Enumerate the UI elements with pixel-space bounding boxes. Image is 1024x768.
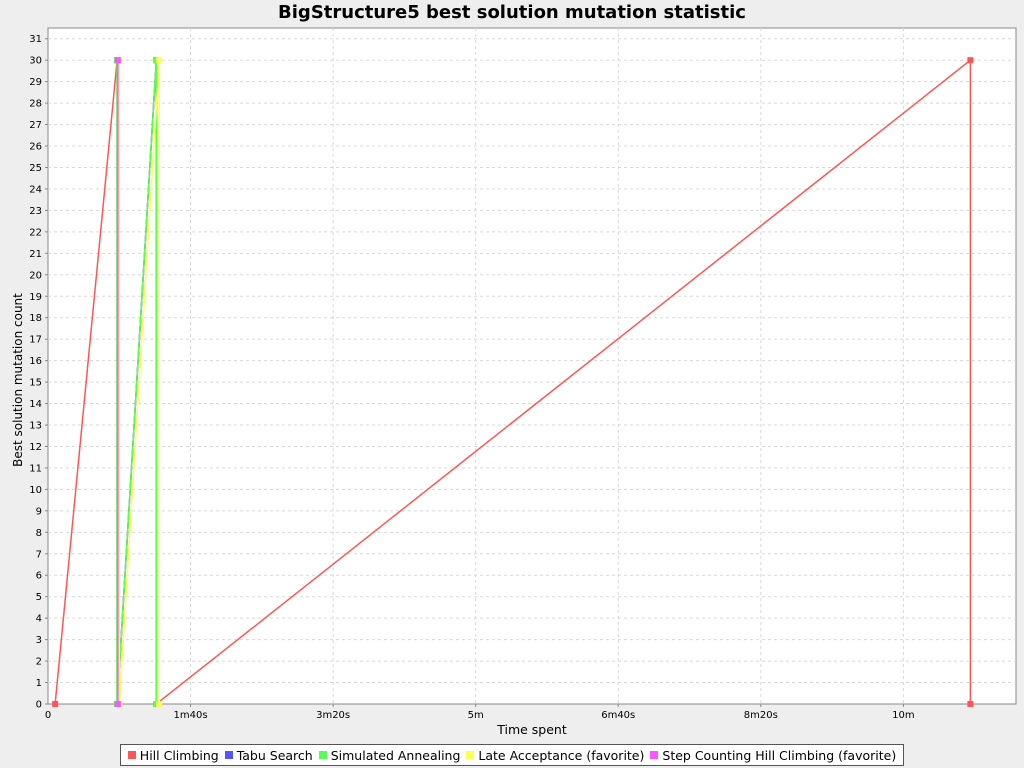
- legend-swatch: [127, 751, 136, 759]
- y-tick-label: 3: [36, 635, 42, 646]
- x-tick-label: 8m20s: [744, 710, 778, 721]
- legend-swatch: [466, 751, 475, 759]
- legend-swatch: [318, 751, 327, 759]
- data-point: [114, 701, 121, 707]
- y-tick-label: 24: [29, 184, 42, 195]
- y-tick-label: 18: [29, 313, 42, 324]
- data-point: [967, 701, 974, 707]
- data-point: [156, 701, 163, 707]
- y-tick-label: 10: [29, 485, 42, 496]
- legend-item: Tabu Search: [224, 747, 313, 763]
- x-axis-ticks: 0 1m40s 3m20s 5m 6m40s 8m20s 10m: [45, 704, 915, 721]
- y-tick-label: 12: [29, 442, 42, 453]
- y-axis-ticks: 0123456789101112131415161718192021222324…: [29, 34, 48, 711]
- data-point: [156, 57, 163, 64]
- x-tick-label: 10m: [892, 710, 914, 721]
- series-line: [118, 60, 160, 705]
- y-tick-label: 21: [29, 249, 42, 260]
- legend-item: Late Acceptance (favorite): [466, 748, 644, 763]
- chart-title: BigStructure5 best solution mutation sta…: [278, 2, 746, 23]
- legend-label: Simulated Annealing: [330, 747, 461, 763]
- legend-label: Step Counting Hill Climbing (favorite): [662, 747, 897, 763]
- legend-item: Hill Climbing: [127, 747, 219, 763]
- y-tick-label: 27: [29, 120, 42, 131]
- legend-box: Hill Climbing Tabu Search Simulated Anneal…: [119, 744, 905, 766]
- y-tick-label: 2: [36, 657, 42, 668]
- data-point: [967, 57, 974, 64]
- series-4: [114, 57, 121, 707]
- legend-label: Tabu Search: [236, 747, 313, 763]
- y-tick-label: 0: [36, 700, 42, 711]
- legend: Hill Climbing Tabu Search Simulated Anneal…: [0, 744, 1024, 766]
- y-tick-label: 20: [29, 270, 42, 281]
- y-tick-label: 22: [29, 227, 42, 238]
- legend-swatch: [224, 751, 233, 759]
- y-tick-label: 8: [36, 528, 42, 539]
- grid-lines: [48, 28, 1016, 704]
- plot-background: [47, 27, 1017, 705]
- legend-swatch: [650, 751, 659, 759]
- y-tick-label: 11: [29, 463, 42, 474]
- data-point: [114, 57, 121, 64]
- y-tick-label: 25: [29, 163, 42, 174]
- series-layer: [52, 57, 974, 707]
- y-tick-label: 23: [29, 206, 42, 217]
- y-tick-label: 7: [36, 549, 42, 560]
- x-tick-label: 5m: [468, 710, 484, 721]
- y-tick-label: 19: [29, 292, 42, 303]
- y-tick-label: 28: [29, 99, 42, 110]
- legend-label: Hill Climbing: [139, 747, 219, 763]
- x-tick-label: 3m20s: [316, 710, 350, 721]
- y-tick-label: 5: [36, 592, 42, 603]
- legend-item: Step Counting Hill Climbing (favorite): [650, 748, 896, 763]
- data-point: [52, 701, 59, 707]
- legend-label: Late Acceptance (favorite): [478, 747, 645, 763]
- y-tick-label: 26: [29, 142, 42, 153]
- y-tick-label: 9: [36, 506, 42, 517]
- y-tick-label: 4: [36, 614, 42, 625]
- y-tick-label: 31: [29, 34, 42, 45]
- legend-item: Simulated Annealing: [318, 747, 461, 763]
- y-tick-label: 14: [29, 399, 42, 410]
- x-tick-label: 6m40s: [601, 710, 635, 721]
- x-axis-label: Time spent: [496, 722, 567, 737]
- y-tick-label: 13: [29, 421, 42, 432]
- y-tick-label: 30: [29, 56, 42, 67]
- y-tick-label: 17: [29, 335, 42, 346]
- chart-canvas: 0123456789101112131415161718192021222324…: [11, 27, 1017, 737]
- y-tick-label: 6: [36, 571, 42, 582]
- y-tick-label: 29: [29, 77, 42, 88]
- x-tick-label: 0: [45, 710, 51, 721]
- y-tick-label: 1: [36, 678, 42, 689]
- y-axis-label: Best solution mutation count: [11, 293, 25, 467]
- x-tick-label: 1m40s: [174, 710, 208, 721]
- y-tick-label: 16: [29, 356, 42, 367]
- y-tick-label: 15: [29, 378, 42, 389]
